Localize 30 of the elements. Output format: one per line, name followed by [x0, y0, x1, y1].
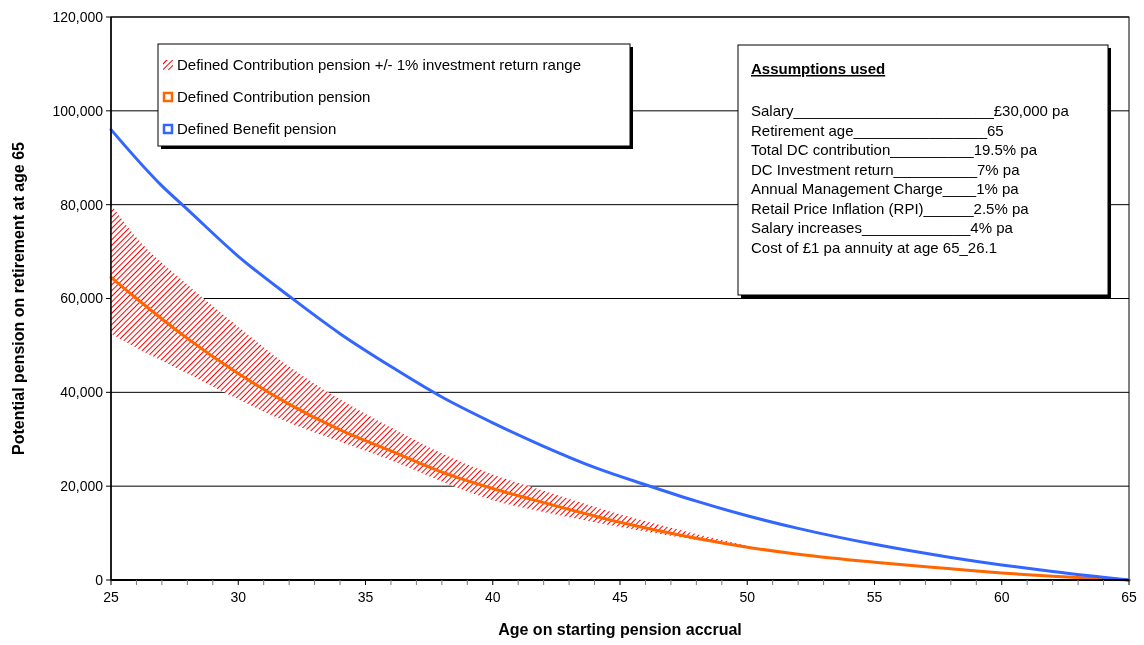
- annotation: Assumptions used: [751, 60, 886, 77]
- annotation: Defined Contribution pension +/- 1% investment return range: [177, 56, 581, 74]
- annotation: Salary________________________£30,000 pa: [751, 102, 1070, 119]
- x-tick-label: 60: [993, 589, 1010, 605]
- annotation: Retail Price Inflation (RPI)______2.5% pa: [751, 199, 1030, 217]
- annotation: Total DC contribution__________19.5% pa: [751, 141, 1038, 158]
- y-axis-title: Potential pension on retirement at age 65: [10, 141, 27, 455]
- y-tick-label: 80,000: [60, 196, 104, 213]
- x-tick-label: 35: [357, 589, 374, 605]
- annotation: DC Investment return__________7% pa: [751, 160, 1021, 178]
- annotation: Retirement age________________65: [751, 121, 1004, 139]
- y-tick-label: 20,000: [60, 478, 104, 495]
- x-tick-label: 65: [1121, 589, 1137, 605]
- legend-label: Defined Benefit pension: [177, 120, 337, 138]
- annotation: Cost of £1 pa annuity at age 65_26.1: [751, 238, 998, 256]
- y-tick-label: 40,000: [60, 384, 104, 401]
- x-axis-title: Age on starting pension accrual: [498, 621, 742, 638]
- y-tick-label: 60,000: [60, 290, 104, 307]
- x-tick-label: 50: [739, 589, 756, 605]
- y-tick-label: 100,000: [52, 102, 104, 119]
- x-tick-label: 45: [612, 589, 628, 605]
- annotation: Annual Management Charge____1% pa: [751, 180, 1020, 197]
- legend-label: Defined Contribution pension: [177, 88, 371, 106]
- y-tick-label: 0: [95, 571, 104, 588]
- x-tick-label: 40: [484, 589, 501, 605]
- x-tick-label: 55: [866, 589, 883, 605]
- x-tick-label: 25: [103, 589, 119, 605]
- x-tick-label: 30: [230, 589, 247, 605]
- annotation: Salary increases_____________4% pa: [751, 219, 1014, 236]
- y-tick-label: 120,000: [52, 8, 104, 25]
